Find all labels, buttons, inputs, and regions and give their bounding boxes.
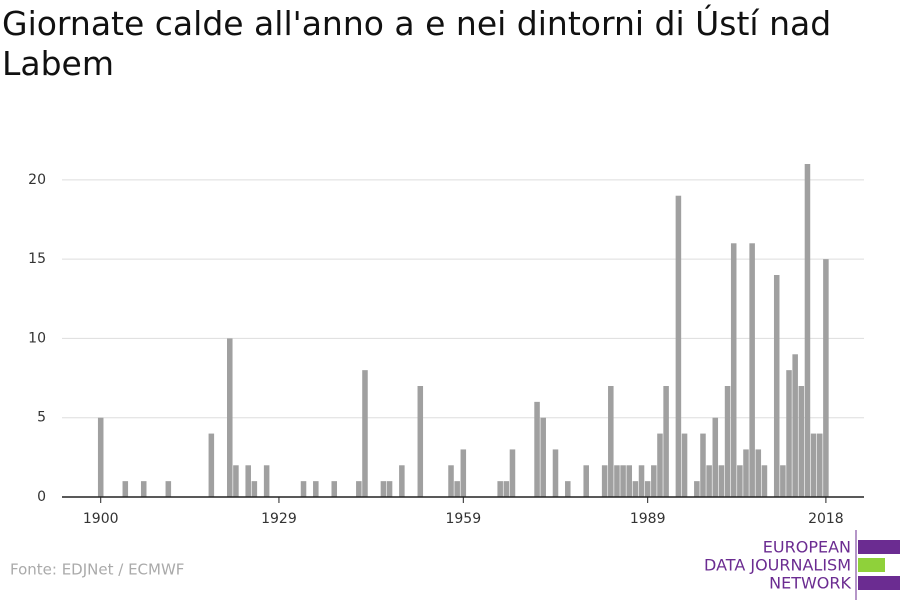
y-tick-label: 0 bbox=[37, 489, 46, 505]
bar bbox=[565, 481, 571, 497]
y-tick-label: 10 bbox=[28, 330, 46, 346]
bar bbox=[810, 433, 817, 497]
bar bbox=[823, 259, 829, 497]
x-tick-label: 1929 bbox=[261, 511, 297, 527]
logo-text: DATA JOURNALISM bbox=[704, 556, 851, 575]
x-tick-label: 1959 bbox=[445, 511, 481, 527]
bar bbox=[780, 465, 786, 497]
y-tick-label: 15 bbox=[28, 251, 46, 267]
y-tick-label: 5 bbox=[37, 410, 46, 426]
bar bbox=[675, 195, 682, 497]
bar bbox=[730, 243, 737, 497]
bar bbox=[356, 481, 362, 497]
bar bbox=[718, 465, 725, 497]
bar bbox=[263, 465, 270, 497]
x-tick-label: 1989 bbox=[630, 511, 666, 527]
bar bbox=[620, 465, 626, 497]
bar bbox=[792, 354, 798, 497]
bar bbox=[380, 481, 387, 497]
bar bbox=[761, 465, 768, 497]
bar bbox=[737, 465, 743, 497]
y-tick-label: 20 bbox=[28, 172, 46, 188]
bar bbox=[614, 465, 620, 497]
bar bbox=[540, 417, 546, 497]
bar bbox=[804, 164, 811, 497]
chart-title: Giornate calde all'anno a e nei dintorni… bbox=[2, 4, 832, 83]
bar bbox=[552, 449, 559, 497]
bar bbox=[743, 449, 749, 497]
bar bbox=[786, 370, 792, 497]
logo-bar bbox=[858, 576, 900, 590]
bar bbox=[681, 433, 688, 497]
bar bbox=[608, 386, 614, 497]
bar bbox=[165, 481, 172, 497]
logo-bar bbox=[858, 558, 885, 572]
bar bbox=[694, 481, 700, 497]
bar bbox=[313, 481, 319, 497]
bar bbox=[816, 433, 823, 497]
logo-bar bbox=[858, 540, 900, 554]
bar bbox=[657, 433, 663, 497]
bar bbox=[233, 465, 239, 497]
bar bbox=[755, 449, 762, 497]
bar bbox=[632, 481, 639, 497]
bar bbox=[712, 417, 719, 497]
bar bbox=[534, 401, 540, 497]
bar bbox=[644, 481, 651, 497]
bar bbox=[651, 465, 657, 497]
bar bbox=[749, 243, 755, 497]
bar bbox=[509, 449, 516, 497]
bar bbox=[227, 338, 233, 497]
bar bbox=[300, 481, 307, 497]
bar bbox=[386, 481, 393, 497]
bar bbox=[97, 417, 104, 497]
source: Fonte: EDJNet / ECMWF bbox=[10, 561, 184, 579]
bar bbox=[773, 275, 780, 497]
bar bbox=[208, 433, 215, 497]
bar bbox=[251, 481, 258, 497]
bar bbox=[399, 465, 405, 497]
bar bbox=[454, 481, 460, 497]
bar bbox=[362, 370, 368, 497]
bar bbox=[245, 465, 251, 497]
bar bbox=[700, 433, 706, 497]
bar bbox=[583, 465, 589, 497]
bar bbox=[417, 386, 424, 497]
bar bbox=[331, 481, 338, 497]
logo-text: EUROPEAN bbox=[763, 538, 851, 557]
bar bbox=[626, 465, 633, 497]
logo-text: NETWORK bbox=[769, 574, 851, 593]
x-tick-label: 2018 bbox=[808, 511, 844, 527]
bar bbox=[798, 386, 805, 497]
bar bbox=[497, 481, 503, 497]
bar bbox=[140, 481, 147, 497]
bar bbox=[638, 465, 645, 497]
bar bbox=[503, 481, 510, 497]
bar bbox=[601, 465, 608, 497]
bar bbox=[122, 481, 129, 497]
x-tick-label: 1900 bbox=[83, 511, 119, 527]
bar bbox=[448, 465, 454, 497]
bar bbox=[724, 386, 731, 497]
bar bbox=[460, 449, 467, 497]
bar bbox=[663, 386, 669, 497]
bar bbox=[706, 465, 712, 497]
